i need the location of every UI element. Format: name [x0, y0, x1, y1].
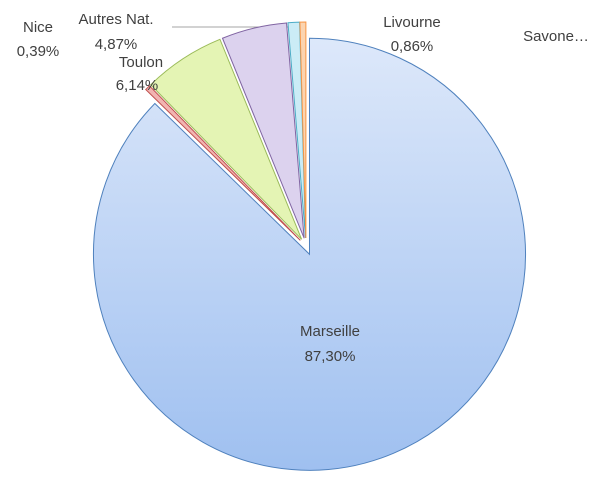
pie-slice — [299, 21, 307, 239]
value-label: 0,39% — [17, 43, 60, 60]
pie-slice — [221, 22, 305, 239]
pie-slice — [150, 38, 303, 240]
slice-label: Autres Nat. — [78, 11, 153, 28]
value-label: 0,86% — [391, 38, 434, 55]
slice-label: Nice — [23, 19, 53, 36]
slice-label: Livourne — [383, 14, 441, 31]
value-label: 6,14% — [116, 77, 159, 94]
slice-label: Savone… — [523, 28, 589, 45]
value-label: 4,87% — [95, 36, 138, 53]
slice-label: Marseille — [300, 323, 360, 340]
slice-label: Toulon — [119, 54, 163, 71]
value-label: 87,30% — [305, 348, 356, 365]
pie-slice — [144, 85, 301, 241]
pie-slice — [93, 37, 526, 471]
